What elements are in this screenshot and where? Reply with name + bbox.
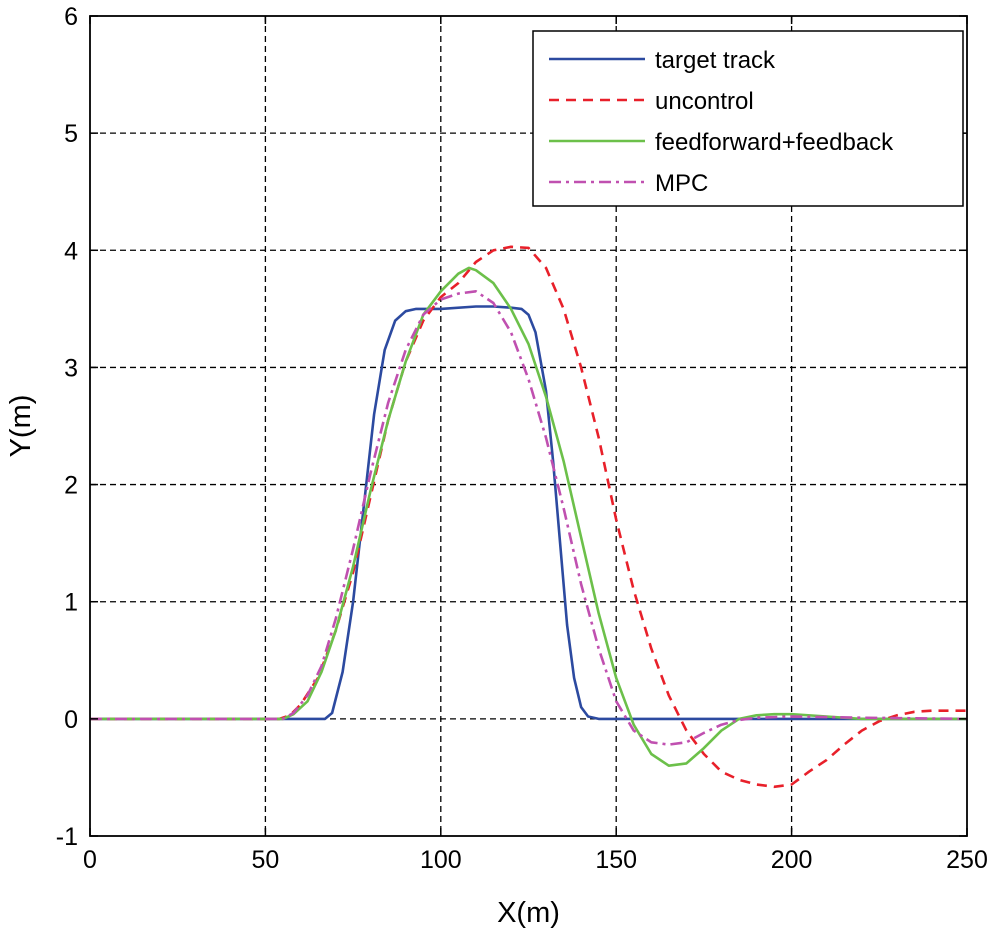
y-tick-label: 3 [64, 354, 78, 382]
legend: target track uncontrol feedforward+feedbac… [532, 30, 964, 207]
x-tick-label: 100 [420, 846, 462, 874]
y-tick-label: 2 [64, 472, 78, 500]
series-group [90, 245, 968, 789]
legend-label: MPC [655, 170, 708, 197]
legend-label: target track [655, 47, 776, 74]
series-line-target-track [90, 305, 967, 721]
y-axis-label: Y(m) [5, 395, 37, 458]
plot-frame [89, 15, 968, 837]
x-tick-label: 150 [595, 846, 637, 874]
x-tick-label: 200 [771, 846, 813, 874]
y-tick-label: 5 [64, 120, 78, 148]
legend-label: feedforward+feedback [655, 129, 894, 156]
y-tick-label: 6 [64, 3, 78, 31]
series-line-feedforward-feedback [90, 266, 967, 767]
y-tick-label: 1 [64, 589, 78, 617]
y-tick-label: 0 [64, 706, 78, 734]
legend-label: uncontrol [655, 88, 754, 115]
series-line-uncontrol [90, 245, 967, 789]
series-line-mpc [90, 290, 968, 746]
x-axis-label: X(m) [497, 897, 560, 929]
x-tick-label: 50 [251, 846, 279, 874]
x-tick-label: 250 [946, 846, 988, 874]
x-tick-label: 0 [83, 846, 97, 874]
y-tick-label: -1 [56, 823, 78, 851]
y-tick-label: 4 [64, 237, 78, 265]
